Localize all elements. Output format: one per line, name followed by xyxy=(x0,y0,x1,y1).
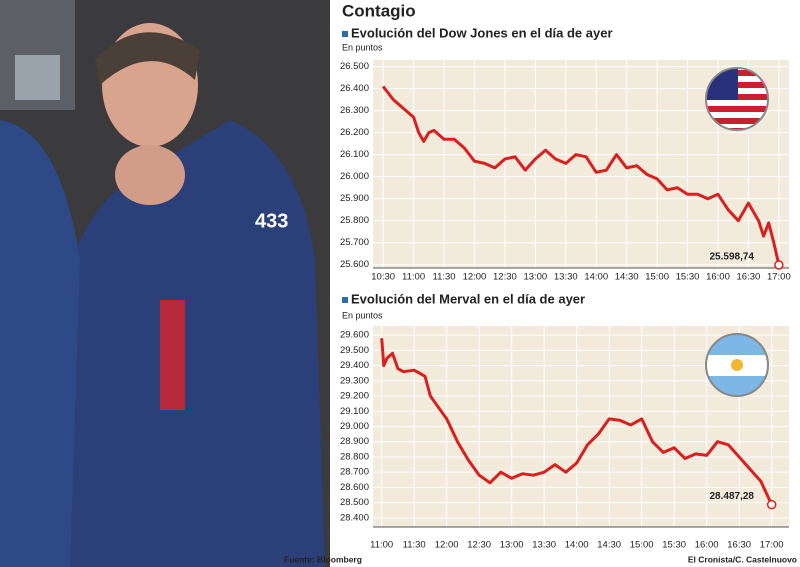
series-line xyxy=(381,85,781,266)
y-tick-label: 28.700 xyxy=(340,467,369,478)
end-label: 25.598,74 xyxy=(710,252,755,263)
x-tick-label: 12:00 xyxy=(463,272,487,283)
x-tick-label: 14:00 xyxy=(565,540,589,551)
x-tick-label: 14:30 xyxy=(597,540,621,551)
x-tick-label: 12:30 xyxy=(493,272,517,283)
argentina-flag xyxy=(705,333,769,397)
x-tick-label: 13:00 xyxy=(523,272,547,283)
y-tick-label: 25.800 xyxy=(340,215,369,226)
end-marker xyxy=(774,260,784,270)
x-tick-label: 11:30 xyxy=(403,540,426,551)
photo: 433 xyxy=(0,0,330,567)
x-tick-label: 15:30 xyxy=(676,272,700,283)
x-tick-label: 10:30 xyxy=(371,272,395,283)
y-tick-label: 25.600 xyxy=(340,259,369,270)
y-tick-label: 29.000 xyxy=(340,421,369,432)
x-tick-label: 16:30 xyxy=(737,272,761,283)
y-tick-label: 28.500 xyxy=(340,497,369,508)
chart-subtitle: Evolución del Dow Jones en el día de aye… xyxy=(351,25,613,40)
y-tick-label: 29.200 xyxy=(340,391,369,402)
x-tick-label: 11:30 xyxy=(432,272,455,283)
y-tick-label: 28.900 xyxy=(340,436,369,447)
y-tick-label: 25.700 xyxy=(340,237,369,248)
y-tick-label: 29.300 xyxy=(340,375,369,386)
y-tick-label: 25.900 xyxy=(340,193,369,204)
subtitle-bullet xyxy=(342,297,348,303)
x-tick-label: 16:00 xyxy=(695,540,719,551)
subtitle-bullet xyxy=(342,31,348,37)
x-tick-label: 15:00 xyxy=(645,272,669,283)
y-tick-label: 29.600 xyxy=(340,330,369,341)
x-tick-label: 16:00 xyxy=(706,272,730,283)
x-tick-label: 15:00 xyxy=(630,540,654,551)
chart-subtitle: Evolución del Merval en el día de ayer xyxy=(351,291,585,306)
svg-text:433: 433 xyxy=(255,210,288,232)
x-tick-label: 17:00 xyxy=(767,272,791,283)
x-tick-label: 14:00 xyxy=(584,272,608,283)
y-tick-label: 26.200 xyxy=(340,127,369,138)
y-tick-label: 26.000 xyxy=(340,171,369,182)
x-tick-label: 16:30 xyxy=(727,540,751,551)
x-tick-label: 12:30 xyxy=(467,540,491,551)
y-tick-label: 26.100 xyxy=(340,149,369,160)
y-tick-label: 28.800 xyxy=(340,451,369,462)
y-tick-label: 29.100 xyxy=(340,406,369,417)
y-axis-label: En puntos xyxy=(342,42,383,52)
y-tick-label: 29.500 xyxy=(340,345,369,356)
x-tick-label: 12:00 xyxy=(435,540,459,551)
y-tick-label: 26.300 xyxy=(340,105,369,116)
credit: El Cronista/C. Castelnuovo xyxy=(688,554,797,564)
source: Fuente: Bloomberg xyxy=(284,554,362,564)
end-marker xyxy=(766,499,777,510)
us-flag xyxy=(705,67,769,131)
series-line xyxy=(380,338,774,506)
x-tick-label: 13:00 xyxy=(500,540,524,551)
x-tick-label: 13:30 xyxy=(554,272,578,283)
x-tick-label: 13:30 xyxy=(532,540,556,551)
x-tick-label: 14:30 xyxy=(615,272,639,283)
title: Contagio xyxy=(342,1,416,20)
x-tick-label: 11:00 xyxy=(370,540,393,551)
y-axis-label: En puntos xyxy=(342,310,383,320)
x-tick-label: 17:00 xyxy=(760,540,784,551)
y-tick-label: 28.400 xyxy=(340,512,369,523)
y-tick-label: 28.600 xyxy=(340,482,369,493)
y-tick-label: 26.500 xyxy=(340,61,369,72)
x-tick-label: 11:00 xyxy=(402,272,425,283)
x-tick-label: 15:30 xyxy=(662,540,686,551)
end-label: 28.487,28 xyxy=(710,491,755,502)
y-tick-label: 26.400 xyxy=(340,83,369,94)
y-tick-label: 29.400 xyxy=(340,360,369,371)
